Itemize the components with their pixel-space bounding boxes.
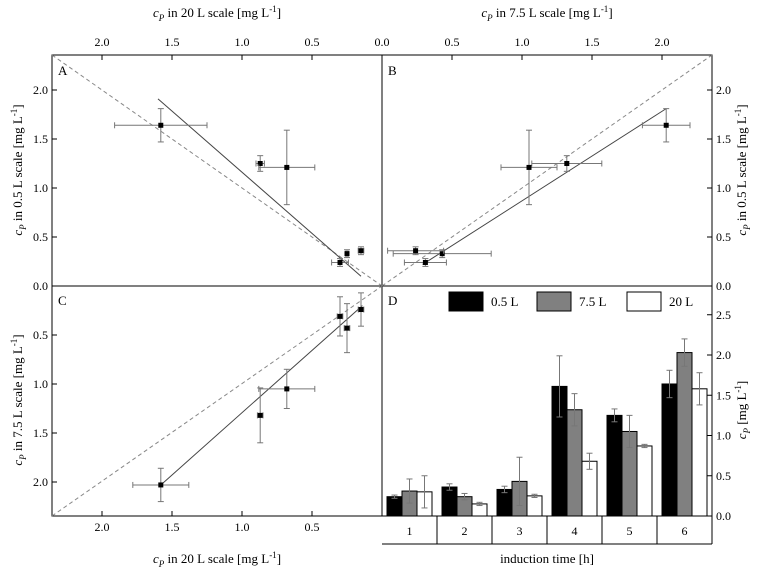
tick-label: 2.0 — [33, 475, 48, 489]
panel-b-point-4 — [439, 251, 445, 257]
tick-label: 1.0 — [33, 377, 48, 391]
panel-b-point-5 — [422, 259, 428, 265]
tick-label: 2.0 — [33, 83, 48, 97]
panel-a-fit-line — [157, 98, 362, 277]
panel-b-fit-line — [422, 108, 667, 265]
tick-label: 1.5 — [585, 35, 600, 49]
category-label: 5 — [627, 524, 633, 538]
panel-d-x-title: induction time [h] — [500, 551, 594, 566]
tick-label: 1.0 — [716, 181, 731, 195]
panel-label-d: D — [388, 293, 397, 308]
category-label: 3 — [517, 524, 523, 538]
tick-label: 0.0 — [716, 279, 731, 293]
panel-a-point-5 — [344, 251, 350, 257]
panel-c-x-title: cP in 20 L scale [mg L-1] — [153, 550, 281, 569]
tick-label: 1.0 — [235, 520, 250, 534]
panel-label-a: A — [58, 63, 68, 78]
panel-a-point-3 — [284, 164, 290, 170]
tick-label: 0.5 — [33, 328, 48, 342]
panel-c-point-2 — [257, 412, 263, 418]
panel-a-x-title: cP in 20 L scale [mg L-1] — [153, 4, 281, 23]
tick-label: 1.5 — [716, 132, 731, 146]
panel-d-bar — [606, 414, 623, 517]
tick-label: 1.5 — [165, 520, 180, 534]
category-label: 2 — [462, 524, 468, 538]
tick-label: 0.0 — [375, 35, 390, 49]
panel-c-y-title: cP in 7.5 L scale [mg L-1] — [9, 334, 28, 465]
tick-label: 0.5 — [305, 35, 320, 49]
panel-a-point-2 — [257, 161, 263, 166]
tick-label: 0.5 — [445, 35, 460, 49]
legend-swatch — [536, 291, 572, 312]
legend-label: 7.5 L — [579, 294, 607, 309]
panel-c-point-5 — [344, 325, 350, 331]
tick-label: 0.5 — [716, 230, 731, 244]
panel-d-bar — [441, 486, 458, 517]
legend-swatch — [626, 291, 662, 312]
panel-label-b: B — [388, 63, 397, 78]
panel-b-point-6 — [413, 248, 419, 254]
panel-d-bar — [386, 496, 403, 517]
legend-label: 0.5 L — [491, 294, 519, 309]
panel-d-bar — [691, 388, 708, 517]
panel-b-identity-line — [381, 54, 713, 287]
panel-d-bar — [636, 445, 653, 517]
tick-label: 2.0 — [716, 348, 731, 362]
panel-c-point-1 — [158, 482, 164, 488]
tick-label: 0.5 — [305, 520, 320, 534]
legend-label: 20 L — [669, 294, 693, 309]
panel-d-bar — [526, 495, 543, 517]
tick-label: 0.0 — [33, 279, 48, 293]
tick-label: 2.0 — [95, 520, 110, 534]
tick-label: 1.5 — [716, 388, 731, 402]
panel-b-y-title: cP in 0.5 L scale [mg L-1] — [733, 104, 752, 235]
panel-d-y-title: cP [mg L-1] — [733, 381, 752, 440]
panel-c-identity-line — [51, 285, 383, 517]
panel-c-fit-line — [160, 305, 363, 486]
tick-label: 2.0 — [655, 35, 670, 49]
panel-b-x-title: cP in 7.5 L scale [mg L-1] — [481, 4, 612, 23]
tick-label: 2.0 — [95, 35, 110, 49]
panel-b-point-1 — [663, 122, 669, 128]
panel-a-point-1 — [158, 122, 164, 128]
panel-c-point-3 — [284, 386, 290, 392]
panel-d-bar — [496, 488, 513, 517]
tick-label: 0.0 — [716, 509, 731, 523]
legend-swatch — [448, 291, 484, 312]
panel-d-bar — [676, 352, 693, 517]
tick-label: 2.5 — [716, 308, 731, 322]
tick-label: 1.0 — [515, 35, 530, 49]
panel-a-point-4 — [337, 259, 343, 265]
tick-label: 0.5 — [716, 469, 731, 483]
panel-a-y-title: cP in 0.5 L scale [mg L-1] — [9, 104, 28, 235]
category-label: 1 — [407, 524, 413, 538]
tick-label: 2.0 — [716, 83, 731, 97]
panel-label-c: C — [58, 293, 67, 308]
panel-c-point-6 — [358, 307, 364, 313]
tick-label: 1.0 — [33, 181, 48, 195]
tick-label: 1.0 — [235, 35, 250, 49]
panel-b-point-2 — [564, 161, 570, 166]
tick-label: 1.0 — [716, 429, 731, 443]
panel-b-point-3 — [526, 164, 532, 170]
tick-label: 1.5 — [33, 132, 48, 146]
tick-label: 1.5 — [165, 35, 180, 49]
tick-label: 1.5 — [33, 426, 48, 440]
panel-d-bar — [661, 383, 678, 517]
panel-c-point-4 — [337, 313, 343, 319]
category-label: 6 — [682, 524, 688, 538]
panel-a-point-6 — [358, 248, 364, 254]
category-label: 4 — [572, 524, 578, 538]
tick-label: 0.5 — [33, 230, 48, 244]
